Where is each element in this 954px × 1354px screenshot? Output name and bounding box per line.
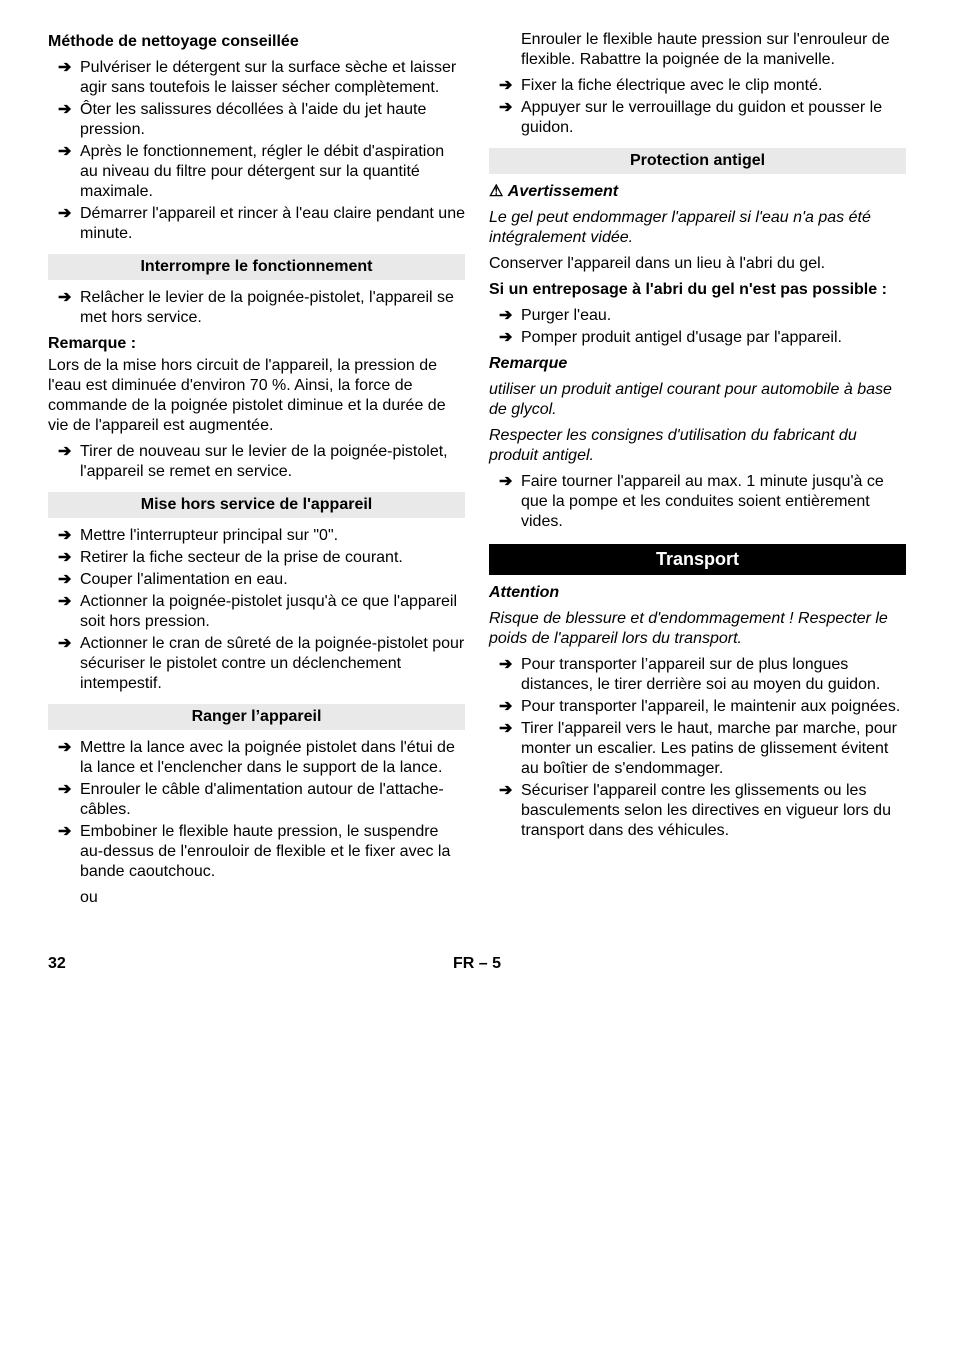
footer-lang: FR – 5 xyxy=(453,954,501,974)
list-item: Pomper produit antigel d'usage par l'app… xyxy=(489,328,906,348)
remarque-label: Remarque : xyxy=(48,334,465,354)
heading-transport: Transport xyxy=(489,544,906,575)
list-interrompre: Relâcher le levier de la poignée-pistole… xyxy=(48,288,465,328)
attention-body: Risque de blessure et d'endommagement ! … xyxy=(489,609,906,649)
heading-methode: Méthode de nettoyage conseillée xyxy=(48,32,465,52)
list-item: Pour transporter l'appareil, le mainteni… xyxy=(489,697,906,717)
list-ranger: Mettre la lance avec la poignée pistolet… xyxy=(48,738,465,882)
heading-protection: Protection antigel xyxy=(489,148,906,174)
remarque2-body1: utiliser un produit antigel courant pour… xyxy=(489,380,906,420)
heading-interrompre: Interrompre le fonctionnement xyxy=(48,254,465,280)
footer: 32 FR – 5 xyxy=(48,954,906,974)
attention-label: Attention xyxy=(489,583,906,603)
list-cont: Fixer la fiche électrique avec le clip m… xyxy=(489,76,906,138)
si-heading: Si un entreposage à l'abri du gel n'est … xyxy=(489,280,906,300)
left-column: Méthode de nettoyage conseillée Pulvéris… xyxy=(48,28,465,914)
list-item: Purger l'eau. xyxy=(489,306,906,326)
list-item: Actionner le cran de sûreté de la poigné… xyxy=(48,634,465,694)
page-number: 32 xyxy=(48,954,66,974)
list-item: Appuyer sur le verrouillage du guidon et… xyxy=(489,98,906,138)
avertissement-label: Avertissement xyxy=(489,182,906,202)
list-item: Démarrer l'appareil et rincer à l'eau cl… xyxy=(48,204,465,244)
list-si: Purger l'eau. Pomper produit antigel d'u… xyxy=(489,306,906,348)
list-item: Mettre la lance avec la poignée pistolet… xyxy=(48,738,465,778)
list-tirer: Tirer de nouveau sur le levier de la poi… xyxy=(48,442,465,482)
list-item: Pulvériser le détergent sur la surface s… xyxy=(48,58,465,98)
list-item: Faire tourner l'appareil au max. 1 minut… xyxy=(489,472,906,532)
remarque-body: Lors de la mise hors circuit de l'appare… xyxy=(48,356,465,436)
list-mise: Mettre l'interrupteur principal sur "0".… xyxy=(48,526,465,694)
list-transport: Pour transporter l’appareil sur de plus … xyxy=(489,655,906,841)
list-item: Mettre l'interrupteur principal sur "0". xyxy=(48,526,465,546)
list-item: Couper l'alimentation en eau. xyxy=(48,570,465,590)
right-column: Enrouler le flexible haute pression sur … xyxy=(489,28,906,914)
footer-spacer xyxy=(902,954,906,974)
list-methode: Pulvériser le détergent sur la surface s… xyxy=(48,58,465,244)
list-item: Actionner la poignée-pistolet jusqu'à ce… xyxy=(48,592,465,632)
list-faire: Faire tourner l'appareil au max. 1 minut… xyxy=(489,472,906,532)
list-item: Tirer de nouveau sur le levier de la poi… xyxy=(48,442,465,482)
list-item: Relâcher le levier de la poignée-pistole… xyxy=(48,288,465,328)
heading-mise: Mise hors service de l'appareil xyxy=(48,492,465,518)
list-item: Tirer l'appareil vers le haut, marche pa… xyxy=(489,719,906,779)
list-item: Embobiner le flexible haute pression, le… xyxy=(48,822,465,882)
conserver-text: Conserver l'appareil dans un lieu à l'ab… xyxy=(489,254,906,274)
list-item: Ôter les salissures décollées à l'aide d… xyxy=(48,100,465,140)
list-item: Sécuriser l'appareil contre les glisseme… xyxy=(489,781,906,841)
cont-first: Enrouler le flexible haute pression sur … xyxy=(489,30,906,70)
columns-wrapper: Méthode de nettoyage conseillée Pulvéris… xyxy=(48,28,906,914)
list-item: Après le fonctionnement, régler le débit… xyxy=(48,142,465,202)
remarque2-label: Remarque xyxy=(489,354,906,374)
remarque2-body2: Respecter les consignes d'utilisation du… xyxy=(489,426,906,466)
list-item: Fixer la fiche électrique avec le clip m… xyxy=(489,76,906,96)
list-item: Pour transporter l’appareil sur de plus … xyxy=(489,655,906,695)
ou-text: ou xyxy=(48,888,465,908)
heading-ranger: Ranger l’appareil xyxy=(48,704,465,730)
list-item: Retirer la fiche secteur de la prise de … xyxy=(48,548,465,568)
list-item: Enrouler le câble d'alimentation autour … xyxy=(48,780,465,820)
avertissement-body: Le gel peut endommager l'appareil si l'e… xyxy=(489,208,906,248)
